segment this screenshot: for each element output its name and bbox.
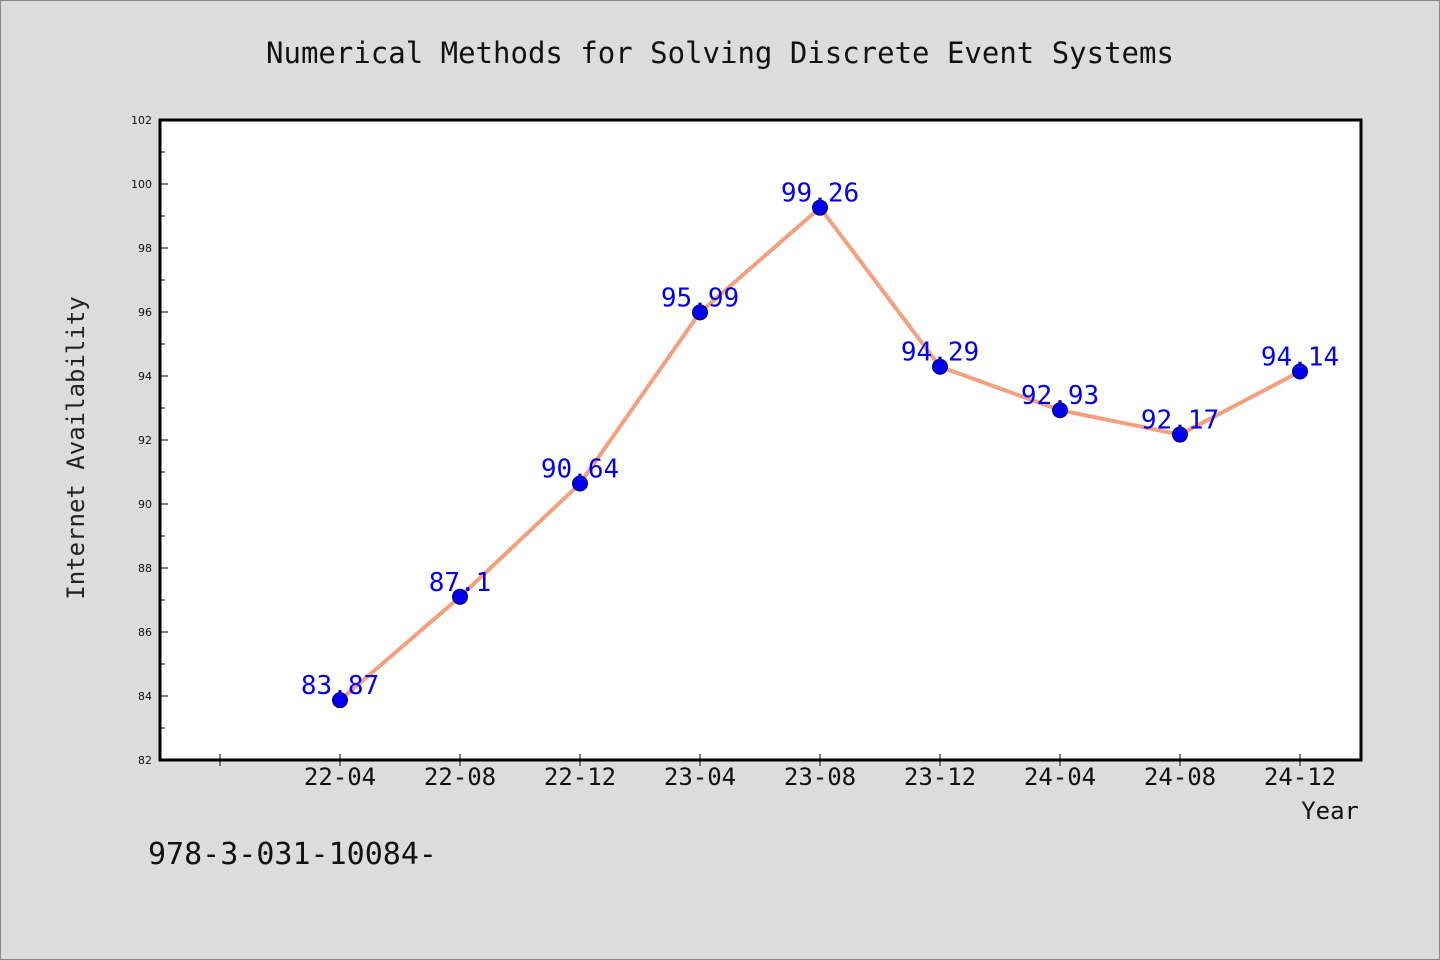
y-tick-label: 96 [138, 306, 152, 319]
x-tick-label: 22-04 [304, 763, 376, 791]
data-label: 94.14 [1261, 343, 1339, 373]
x-tick-label: 23-04 [664, 763, 736, 791]
data-label: 95.99 [661, 283, 739, 313]
data-label: 99.26 [781, 179, 859, 209]
data-point [572, 475, 588, 492]
y-tick-label: 86 [138, 626, 152, 639]
x-tick-label: 22-12 [544, 763, 616, 791]
y-tick-label: 102 [131, 114, 152, 127]
data-markers [332, 199, 1308, 709]
data-point [1292, 363, 1308, 380]
data-point [932, 358, 948, 375]
x-tick-label: 22-08 [424, 763, 496, 791]
y-tick-label: 92 [138, 434, 152, 447]
data-point [332, 692, 348, 709]
chart-title: Numerical Methods for Solving Discrete E… [266, 36, 1174, 70]
y-tick-label: 98 [138, 242, 152, 255]
data-point [1172, 426, 1188, 443]
y-tick-label: 94 [138, 370, 152, 383]
x-axis-label: Year [1301, 797, 1359, 825]
data-label: 90.64 [541, 455, 619, 485]
y-tick-label: 90 [138, 498, 152, 511]
y-tick-label: 100 [131, 178, 152, 191]
data-point [1052, 402, 1068, 419]
data-labels: 83.87 87.1 90.64 95.99 99.26 94.29 92.93 92.17 9… [301, 179, 1339, 701]
y-axis-label: Internet Availability [62, 296, 90, 599]
y-tick-label: 84 [138, 690, 152, 703]
isbn-footnote: 978-3-031-10084- [148, 837, 437, 872]
plot-area [158, 118, 1363, 762]
y-axis: 82 84 86 88 90 92 94 96 98 100 102 [131, 114, 168, 767]
x-tick-label: 24-08 [1144, 763, 1216, 791]
data-label: 92.93 [1021, 381, 1099, 411]
data-point [452, 588, 468, 605]
x-tick-label: 23-12 [904, 763, 976, 791]
data-label: 92.17 [1141, 406, 1219, 436]
x-axis: 22-04 22-08 22-12 23-04 23-08 23-12 24-04 24-08… [219, 754, 1336, 791]
y-tick-label: 88 [138, 562, 152, 575]
data-label: 87.1 [429, 568, 492, 598]
data-label: 94.29 [901, 338, 979, 368]
data-point [812, 199, 828, 216]
data-label: 83.87 [301, 671, 379, 701]
data-point [692, 304, 708, 321]
x-tick-label: 24-12 [1264, 763, 1336, 791]
x-tick-label: 24-04 [1024, 763, 1096, 791]
x-tick-label: 23-08 [784, 763, 856, 791]
y-tick-label: 82 [138, 754, 152, 767]
